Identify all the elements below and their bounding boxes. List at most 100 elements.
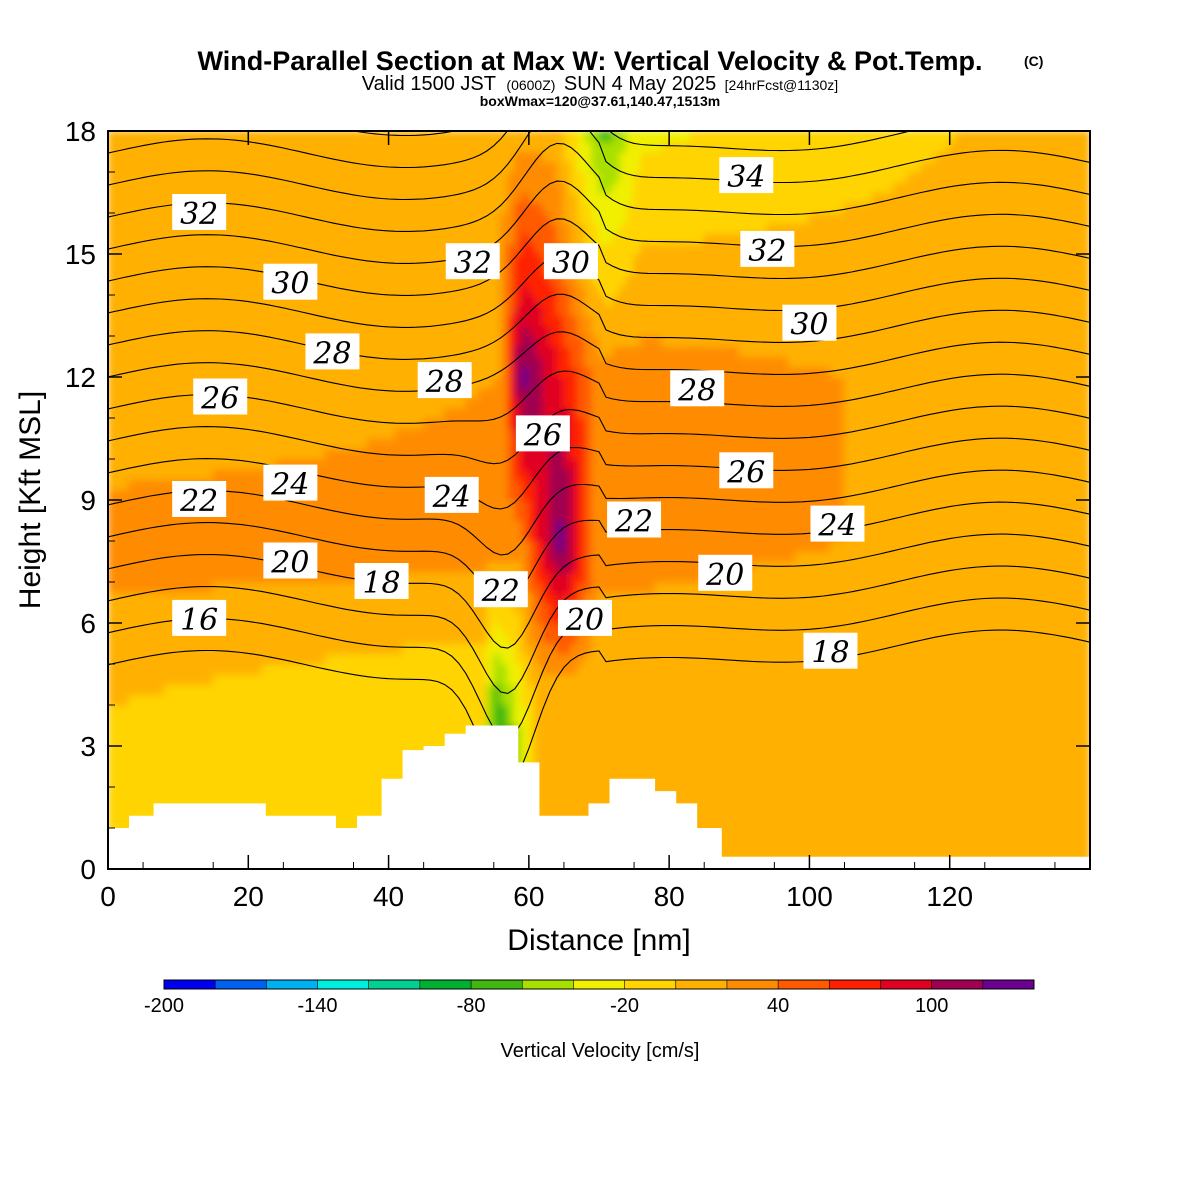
contour-label-background [803, 632, 858, 669]
colorbar-tick-label: 40 [767, 995, 789, 1017]
subtitle-utc: (0600Z) [506, 77, 555, 93]
contour-label: 28 [312, 336, 351, 371]
contour-label: 34 [727, 160, 765, 195]
colorbar-swatch [471, 980, 523, 989]
subtitle-date: SUN 4 May 2025 [564, 73, 716, 95]
theta-contour-line [108, 0, 1090, 40]
x-tick-label: 60 [513, 881, 544, 912]
y-tick-label: 15 [65, 239, 96, 270]
contour-label: 26 [200, 382, 239, 417]
contour-label-background [172, 194, 227, 230]
theta-contour-line [108, 180, 1090, 264]
contour-label-background [417, 362, 472, 399]
colorbar-swatch [266, 980, 319, 989]
x-tick-label: 80 [654, 881, 685, 912]
contour-label-background [172, 599, 227, 636]
colorbar-swatch [368, 980, 421, 989]
chart-subtitle-box: boxWmax=120@37.61,140.47,1513m [480, 93, 721, 109]
contour-label: 20 [565, 603, 604, 638]
contour-label: 18 [811, 636, 849, 671]
contour-label-background [424, 476, 479, 513]
colorbar-frame [163, 979, 1035, 990]
colorbar-swatch [778, 980, 830, 989]
colorbar-swatch [982, 980, 1035, 989]
contour-label-background [193, 378, 248, 415]
y-tick-label: 9 [80, 485, 96, 516]
theta-contour-line [108, 501, 1090, 602]
contour-label: 32 [748, 234, 786, 269]
contour-label-background [810, 505, 865, 542]
contour-label-background [719, 157, 774, 194]
contour-label: 24 [817, 509, 856, 544]
contour-label: 18 [362, 566, 400, 601]
theta-contour-line [108, 629, 1090, 785]
colorbar-swatch [675, 980, 728, 989]
colorbar-swatch [931, 980, 984, 989]
x-axis-title: Distance [nm] [507, 924, 690, 957]
colorbar-title: Vertical Velocity [cm/s] [501, 1040, 700, 1062]
x-tick-label: 40 [373, 881, 404, 912]
y-axis-title: Height [Kft MSL] [14, 391, 47, 609]
subtitle-valid: Valid 1500 JST [362, 73, 496, 95]
theta-contour-line [108, 331, 1090, 392]
colorbar-tick-labels: -200 -140 -80 -20 40 100 [144, 995, 948, 1017]
theta-contour-line [108, 131, 1090, 201]
colorbar-tick-label: -80 [457, 995, 486, 1017]
colorbar-swatch [317, 980, 370, 989]
contour-label-background [263, 464, 318, 501]
contour-label-background [543, 243, 598, 280]
theta-contour-line [108, 565, 1090, 694]
theta-contour-line [108, 405, 1090, 465]
contour-label-background [698, 554, 753, 591]
colorbar-swatch [419, 980, 472, 989]
contour-label-background [740, 230, 795, 267]
contour-label-background [263, 263, 318, 300]
colorbar-swatch [522, 980, 574, 989]
contour-label-background [719, 452, 774, 489]
contour-label: 30 [552, 246, 590, 281]
colorbar-swatch [164, 980, 216, 989]
contour-label-background [263, 542, 318, 579]
y-tick-label: 12 [65, 362, 96, 393]
x-tick-label: 100 [786, 881, 833, 912]
x-axis: 0 20 40 60 80 100 120 [100, 131, 1056, 912]
colorbar-swatch [624, 980, 677, 989]
contour-label: 22 [614, 505, 653, 540]
y-tick-label: 18 [65, 116, 96, 147]
y-tick-label: 6 [80, 608, 96, 639]
subtitle-forecast: [24hrFcst@1130z] [725, 77, 839, 93]
contour-label: 30 [790, 308, 828, 343]
contour-label: 16 [180, 603, 218, 638]
chart-subtitle: Valid 1500 JST (0600Z) SUN 4 May 2025 [2… [362, 73, 838, 95]
colorbar-swatch [573, 980, 626, 989]
colorbar-swatch [829, 980, 881, 989]
y-axis: 0 3 6 9 12 15 18 [65, 116, 1090, 885]
colorbar-tick-label: 100 [915, 995, 948, 1017]
contour-label: 24 [270, 468, 309, 503]
velocity-shading [108, 131, 1090, 869]
contour-label-background [607, 501, 662, 538]
contour-label: 22 [179, 484, 218, 519]
colorbar: -200 -140 -80 -20 40 100 Vertical Velocity [c… [144, 979, 1035, 1062]
contour-label: 20 [705, 558, 744, 593]
colorbar-swatch [726, 980, 779, 989]
contour-label-background [354, 563, 409, 599]
contour-label: 32 [454, 246, 492, 281]
y-tick-label: 0 [80, 854, 96, 885]
x-tick-label: 120 [926, 881, 973, 912]
colorbar-tick-label: -200 [144, 995, 184, 1017]
contour-label: 26 [523, 418, 562, 453]
terrain-mask [108, 725, 1090, 869]
contour-label-background [557, 599, 612, 636]
theta-contour-line [108, 131, 1090, 169]
contour-label: 28 [677, 373, 716, 408]
contour-label-background [473, 571, 528, 608]
contour-label: 32 [180, 197, 218, 232]
y-tick-label: 3 [80, 731, 96, 762]
theta-contour-line [108, 142, 1090, 232]
colorbar-swatches [163, 979, 1035, 990]
x-tick-label: 20 [233, 881, 264, 912]
